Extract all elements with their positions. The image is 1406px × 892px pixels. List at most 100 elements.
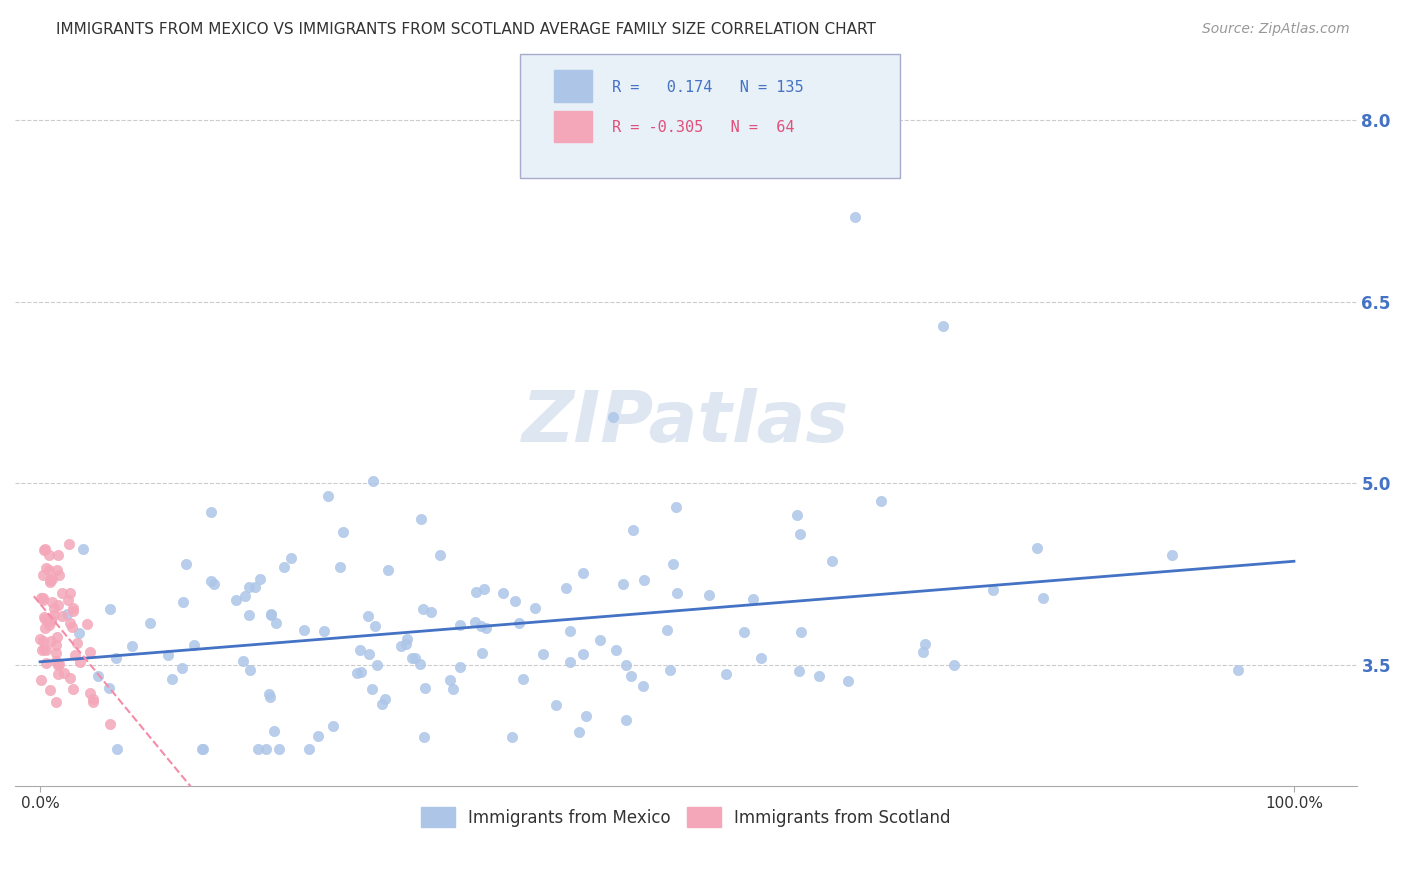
Point [396, 632, 419, 647]
Point [912, 645, 935, 659]
Point [72, 542, 94, 557]
Point [48, 568, 70, 582]
Point [38, 564, 60, 578]
Point [170, 661, 193, 675]
Point [844, 210, 866, 224]
Point [292, 624, 315, 638]
Point [716, 667, 738, 681]
Point [472, 582, 495, 596]
Point [59, 615, 82, 630]
Point [474, 621, 496, 635]
Point [263, 724, 285, 739]
Point [100, 716, 122, 731]
Point [870, 493, 893, 508]
Point [371, 697, 394, 711]
Point [394, 637, 416, 651]
Point [419, 605, 441, 619]
Point [202, 576, 225, 591]
Point [943, 658, 966, 673]
Point [349, 642, 371, 657]
Point [45, 653, 67, 667]
Point [1026, 541, 1049, 555]
Point [280, 551, 302, 566]
Point [465, 585, 488, 599]
Point [322, 719, 344, 733]
Point [105, 742, 128, 756]
Point [162, 673, 184, 687]
Point [79, 645, 101, 659]
Point [39, 573, 62, 587]
Point [56, 607, 79, 621]
Point [932, 318, 955, 333]
Text: R =   0.174   N = 135: R = 0.174 N = 135 [612, 80, 803, 95]
Point [35, 657, 58, 671]
Point [41, 614, 63, 628]
Point [259, 690, 281, 704]
Point [318, 489, 340, 503]
Point [38, 548, 60, 562]
Point [364, 618, 387, 632]
Point [34, 612, 56, 626]
Point [58, 536, 80, 550]
Point [58, 671, 80, 685]
Point [821, 554, 844, 568]
Point [346, 666, 368, 681]
Point [697, 589, 720, 603]
Point [464, 615, 486, 629]
Point [572, 566, 595, 581]
Point [200, 574, 222, 588]
Point [32, 634, 55, 648]
Point [38, 617, 60, 632]
Point [183, 638, 205, 652]
Point [69, 656, 91, 670]
Point [32, 592, 55, 607]
Point [259, 608, 281, 623]
Point [259, 687, 281, 701]
Point [357, 608, 380, 623]
Point [508, 615, 530, 630]
Point [409, 511, 432, 525]
Point [1161, 548, 1184, 562]
Point [82, 695, 104, 709]
Point [191, 742, 214, 756]
Point [429, 548, 451, 562]
Point [621, 523, 644, 537]
Point [589, 633, 612, 648]
Point [329, 559, 352, 574]
Point [42, 601, 65, 615]
Point [366, 657, 388, 672]
Point [374, 692, 396, 706]
Point [605, 642, 627, 657]
Point [249, 572, 271, 586]
Point [46, 666, 69, 681]
Point [612, 577, 634, 591]
Legend: Immigrants from Mexico, Immigrants from Scotland: Immigrants from Mexico, Immigrants from … [413, 798, 959, 836]
Point [558, 655, 581, 669]
Point [60, 620, 83, 634]
Point [31, 643, 53, 657]
Point [35, 561, 58, 575]
Point [260, 607, 283, 622]
Point [45, 638, 67, 652]
Point [568, 724, 591, 739]
Point [312, 624, 335, 639]
Point [51, 609, 73, 624]
Point [39, 611, 62, 625]
Point [524, 601, 547, 615]
Point [332, 525, 354, 540]
Point [808, 669, 831, 683]
Point [46, 548, 69, 562]
Point [67, 626, 90, 640]
Point [439, 673, 461, 687]
Point [837, 673, 859, 688]
Point [616, 713, 638, 727]
Point [602, 409, 624, 424]
Point [492, 586, 515, 600]
Point [470, 619, 492, 633]
Point [633, 679, 655, 693]
Point [661, 557, 683, 571]
Text: Source: ZipAtlas.com: Source: ZipAtlas.com [1202, 22, 1350, 37]
Point [269, 742, 291, 756]
Point [449, 660, 471, 674]
Point [79, 685, 101, 699]
